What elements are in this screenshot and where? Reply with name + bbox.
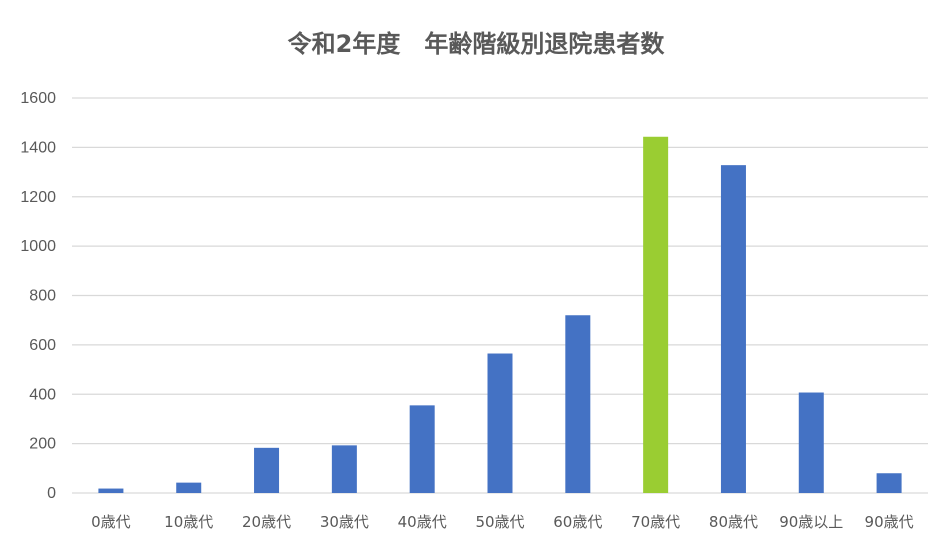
x-tick-label: 70歳代 [631, 513, 680, 531]
bar-3 [331, 445, 357, 493]
x-tick-label: 10歳代 [164, 513, 213, 531]
y-tick-label: 600 [29, 337, 56, 354]
bar-2 [254, 447, 280, 493]
y-tick-label: 800 [29, 288, 56, 305]
x-tick-label: 0歳代 [91, 513, 131, 531]
y-tick-label: 1200 [20, 189, 56, 206]
x-tick-label: 90歳以上 [779, 513, 843, 531]
y-tick-label: 0 [47, 485, 56, 502]
bar-1 [176, 482, 202, 493]
x-tick-label: 60歳代 [553, 513, 602, 531]
bar-4 [409, 405, 435, 493]
y-tick-label: 200 [29, 436, 56, 453]
x-tick-label: 80歳代 [709, 513, 758, 531]
bar-8 [720, 165, 746, 493]
x-tick-label: 40歳代 [398, 513, 447, 531]
y-tick-label: 1400 [20, 139, 56, 156]
bar-10 [876, 473, 902, 493]
y-tick-label: 1000 [20, 238, 56, 255]
bar-5 [487, 353, 513, 493]
bar-0 [98, 488, 124, 493]
bar-6 [565, 315, 591, 493]
y-tick-label: 1600 [20, 90, 56, 107]
bar-9 [798, 392, 824, 493]
bar-7 [643, 136, 669, 493]
x-tick-label: 50歳代 [475, 513, 524, 531]
x-tick-label: 20歳代 [242, 513, 291, 531]
x-tick-label: 30歳代 [320, 513, 369, 531]
y-tick-label: 400 [29, 386, 56, 403]
x-tick-label: 90歳代 [865, 513, 914, 531]
chart-title: 令和2年度 年齢階級別退院患者数 [288, 30, 666, 58]
